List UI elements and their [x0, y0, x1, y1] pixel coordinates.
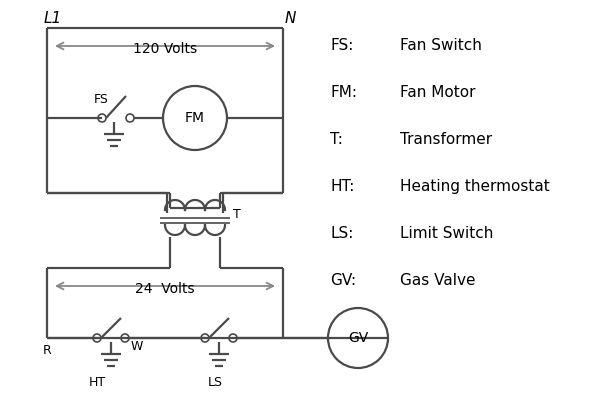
Text: R: R — [42, 344, 51, 357]
Text: FM:: FM: — [330, 85, 357, 100]
Text: T: T — [233, 208, 241, 220]
Text: N: N — [285, 11, 296, 26]
Text: HT:: HT: — [330, 179, 355, 194]
Text: GV: GV — [348, 331, 368, 345]
Text: Fan Switch: Fan Switch — [400, 38, 482, 53]
Text: Gas Valve: Gas Valve — [400, 273, 476, 288]
Text: Limit Switch: Limit Switch — [400, 226, 493, 241]
Text: LS: LS — [208, 376, 222, 389]
Text: FS:: FS: — [330, 38, 353, 53]
Text: GV:: GV: — [330, 273, 356, 288]
Text: FS: FS — [94, 93, 109, 106]
Text: Transformer: Transformer — [400, 132, 492, 147]
Text: Heating thermostat: Heating thermostat — [400, 179, 550, 194]
Text: LS:: LS: — [330, 226, 353, 241]
Text: 120 Volts: 120 Volts — [133, 42, 197, 56]
Text: FM: FM — [185, 111, 205, 125]
Text: W: W — [131, 340, 143, 353]
Text: Fan Motor: Fan Motor — [400, 85, 476, 100]
Text: HT: HT — [88, 376, 106, 389]
Text: T:: T: — [330, 132, 343, 147]
Text: 24  Volts: 24 Volts — [135, 282, 195, 296]
Text: L1: L1 — [44, 11, 63, 26]
